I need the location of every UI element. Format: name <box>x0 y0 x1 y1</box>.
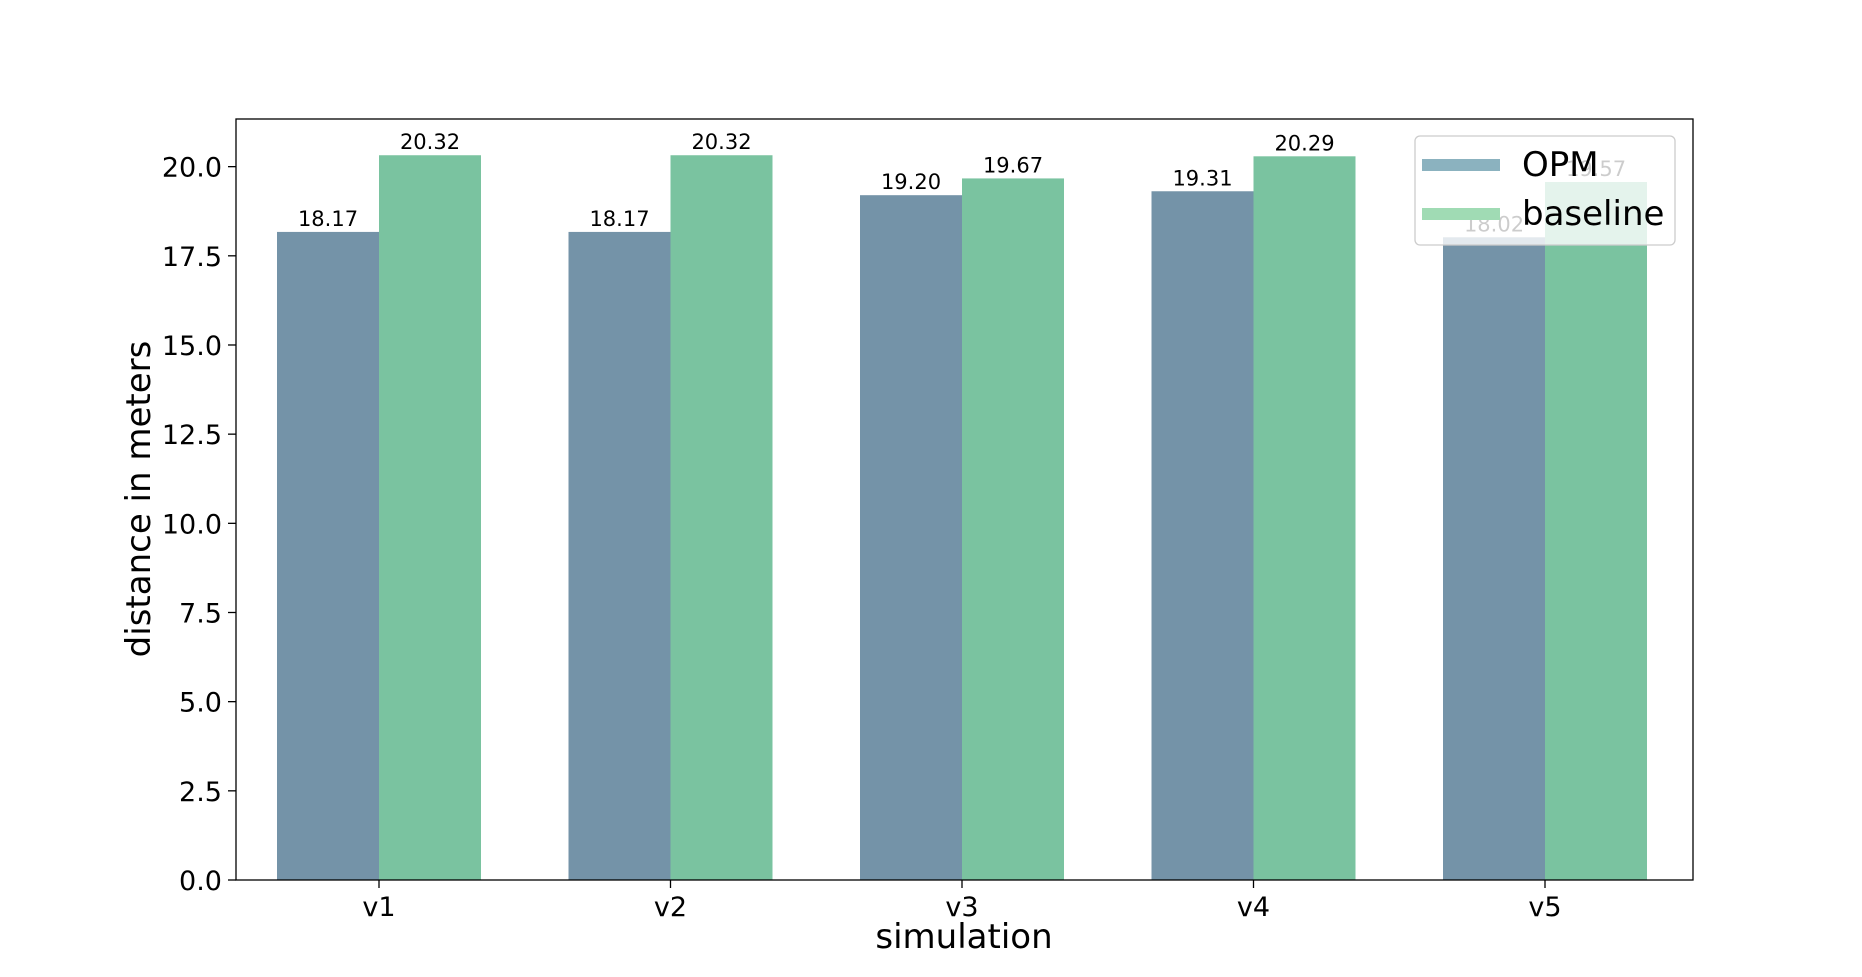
legend-label-baseline: baseline <box>1522 194 1664 234</box>
bar-opm-v1 <box>277 231 379 880</box>
data-label-baseline-v4: 20.29 <box>1274 131 1334 155</box>
x-tick-label: v5 <box>1528 892 1561 923</box>
bar-baseline-v3 <box>962 178 1064 880</box>
plot-frame <box>235 118 1694 881</box>
y-tick-label: 12.5 <box>162 420 222 451</box>
data-label-baseline-v2: 20.32 <box>691 130 751 154</box>
y-tick-label: 0.0 <box>179 866 222 897</box>
legend: OPM baseline <box>1414 135 1676 246</box>
data-label-opm-v3: 19.20 <box>881 170 941 194</box>
legend-swatch-baseline <box>1422 208 1500 220</box>
bar-baseline-v1 <box>379 155 481 880</box>
x-tick-label: v1 <box>362 892 395 923</box>
bar-opm-v3 <box>860 195 962 880</box>
data-label-opm-v1: 18.17 <box>298 207 358 231</box>
bar-baseline-v2 <box>670 155 773 880</box>
y-tick-label: 20.0 <box>162 153 222 184</box>
legend-label-opm: OPM <box>1522 145 1599 185</box>
data-label-baseline-v3: 19.67 <box>983 153 1043 177</box>
y-tick-label: 5.0 <box>179 688 222 719</box>
x-axis-title: simulation <box>875 917 1052 957</box>
bars-group <box>277 155 1647 881</box>
y-axis: 0.0 2.5 5.0 7.5 10.0 12.5 15.0 17.5 20.0 <box>162 153 236 897</box>
y-tick-label: 7.5 <box>179 598 222 629</box>
bar-baseline-v4 <box>1253 156 1356 881</box>
x-tick-label: v3 <box>945 892 978 923</box>
data-label-baseline-v1: 20.32 <box>400 130 460 154</box>
data-label-opm-v2: 18.17 <box>589 207 649 231</box>
y-tick-label: 10.0 <box>162 509 222 540</box>
bar-opm-v2 <box>568 231 671 880</box>
x-tick-label: v2 <box>654 892 687 923</box>
y-tick-label: 2.5 <box>179 777 222 808</box>
legend-swatch-opm <box>1422 159 1500 171</box>
y-tick-label: 17.5 <box>162 242 222 273</box>
data-label-opm-v4: 19.31 <box>1172 166 1232 190</box>
y-axis-title: distance in meters <box>119 341 159 658</box>
bar-baseline-v5 <box>1545 181 1647 881</box>
bar-opm-v4 <box>1151 191 1254 880</box>
y-tick-label: 15.0 <box>162 331 222 362</box>
x-tick-label: v4 <box>1237 892 1270 923</box>
x-axis: v1 v2 v3 v4 v5 <box>362 880 1562 923</box>
bar-opm-v5 <box>1443 237 1545 881</box>
